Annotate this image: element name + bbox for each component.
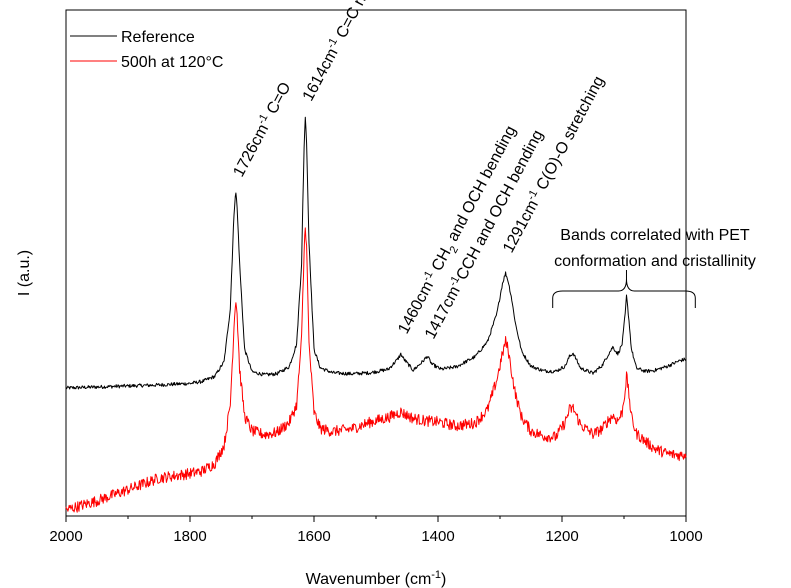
y-axis-label: I (a.u.) — [16, 250, 33, 296]
x-tick-label: 1800 — [173, 528, 206, 545]
x-axis-label: Wavenumber (cm-1) — [306, 569, 447, 588]
annotation-text: C=C ring — [331, 0, 378, 45]
bracket-label-line: Bands correlated with PET — [560, 227, 750, 244]
axes: 2000 1800 1600 1400 1200 1000 Wavenumber (cm-1… — [16, 9, 703, 588]
annotation-text: C=O — [262, 80, 295, 121]
x-tick-label: 1600 — [297, 528, 330, 545]
series-line-reference — [65, 116, 687, 390]
bracket-marker — [552, 278, 696, 308]
peak-annotation-ann-c-c-ring: 1614cm-1 C=C ring — [298, 0, 378, 104]
x-axis-label-end: ) — [441, 571, 446, 588]
annotation-subscript: 2 — [448, 244, 461, 255]
x-axis-label-superscript: -1 — [431, 569, 441, 581]
x-axis-label-text: Wavenumber (cm — [306, 571, 432, 588]
annotation-text: 1614cm — [300, 46, 342, 104]
x-tick-label: 2000 — [49, 528, 82, 545]
peak-annotation-ann-cch-och: 1417cm-1CCH and OCH bending — [420, 126, 547, 341]
series-line-aged-500h — [65, 227, 687, 513]
peak-annotation-ann-c-o: 1726cm-1 C=O — [229, 79, 295, 180]
x-tick-label: 1400 — [421, 528, 454, 545]
peak-annotation-ann-ch2-och: 1460cm-1 CH2 and OCH bending — [394, 122, 524, 338]
x-tick-label: 1000 — [669, 528, 702, 545]
bracket-label-line: conformation and cristallinity — [554, 253, 756, 270]
legend-label: 500h at 120°C — [121, 54, 223, 71]
annotation-text: 1726cm — [230, 122, 272, 180]
legend-label: Reference — [121, 29, 195, 46]
series-layer — [65, 116, 687, 513]
x-tick-label: 1200 — [545, 528, 578, 545]
legend: Reference 500h at 120°C — [70, 29, 223, 71]
